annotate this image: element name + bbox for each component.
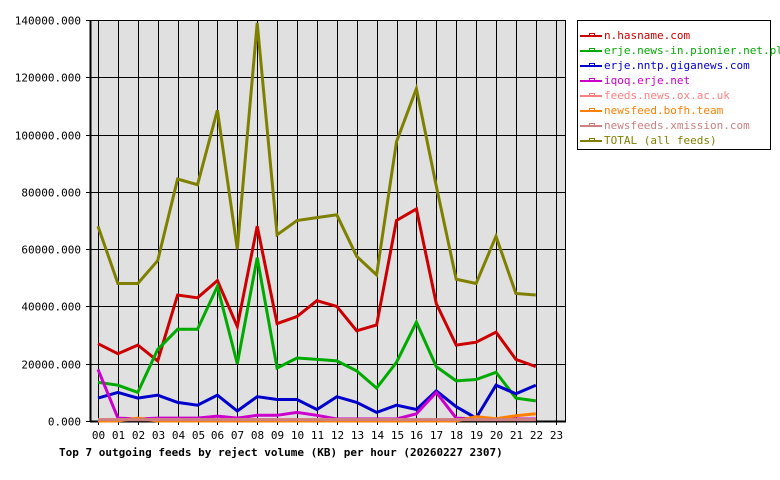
y-tick-label: 100000.000 [15, 130, 81, 143]
x-tick-label: 19 [470, 429, 483, 442]
series-line-erje-nntp-giganews-com [97, 383, 537, 421]
y-tick-label: 60000.000 [21, 244, 81, 257]
legend-item: iqoq.erje.net [580, 73, 690, 88]
x-tick-label: 03 [152, 429, 165, 442]
x-tick-label: 02 [132, 429, 145, 442]
legend-line-icon [580, 121, 602, 131]
series-line-erje-news-in-pionier-net-pl [97, 257, 537, 403]
legend-line-icon [580, 76, 602, 86]
x-tick-label: 17 [430, 429, 443, 442]
y-tick-label: 0.000 [48, 416, 81, 429]
x-axis: 00 01 02 03 04 05 06 07 08 09 10 11 12 13 14 15 16 17 18 19… [92, 429, 563, 442]
x-tick-label: 10 [291, 429, 304, 442]
plot-area [90, 20, 566, 421]
legend-label: erje.nntp.giganews.com [604, 59, 750, 72]
legend-line-icon [580, 91, 602, 101]
x-tick-label: 23 [550, 429, 563, 442]
y-tick-label: 120000.000 [15, 72, 81, 85]
x-tick-label: 16 [410, 429, 423, 442]
legend-line-icon [580, 46, 602, 56]
x-tick-label: 15 [391, 429, 404, 442]
x-tick-label: 06 [211, 429, 224, 442]
legend-label: newsfeed.bofh.team [604, 104, 724, 117]
legend-item: erje.nntp.giganews.com [580, 58, 750, 73]
x-tick-label: 01 [112, 429, 125, 442]
series-line-n-hasname-com [97, 206, 537, 369]
x-tick-label: 09 [271, 429, 284, 442]
legend-label: erje.news-in.pionier.net.pl [604, 44, 780, 57]
y-tick-label: 20000.000 [21, 359, 81, 372]
y-tick-label: 140000.000 [15, 15, 81, 28]
grid-lines [86, 20, 566, 425]
x-tick-label: 00 [92, 429, 105, 442]
y-tick-label: 80000.000 [21, 187, 81, 200]
x-tick-label: 07 [231, 429, 244, 442]
legend-item: n.hasname.com [580, 28, 690, 43]
x-tick-label: 08 [251, 429, 264, 442]
x-tick-label: 12 [331, 429, 344, 442]
x-tick-label: 13 [351, 429, 364, 442]
x-tick-label: 04 [172, 429, 186, 442]
legend-label: TOTAL (all feeds) [604, 134, 717, 147]
legend-item: TOTAL (all feeds) [580, 133, 717, 148]
legend-label: feeds.news.ox.ac.uk [604, 89, 730, 102]
x-tick-label: 22 [530, 429, 543, 442]
x-tick-label: 11 [311, 429, 324, 442]
y-tick-label: 40000.000 [21, 301, 81, 314]
legend-item: feeds.news.ox.ac.uk [580, 88, 730, 103]
legend: n.hasname.com erje.news-in.pionier.net.pl… [577, 20, 780, 150]
x-tick-label: 14 [371, 429, 385, 442]
series-line-total-all-feeds- [96, 22, 536, 297]
legend-label: newsfeeds.xmission.com [604, 119, 750, 132]
chart-title: Top 7 outgoing feeds by reject volume (K… [59, 446, 503, 459]
legend-label: iqoq.erje.net [604, 74, 691, 87]
legend-line-icon [580, 106, 602, 116]
legend-label: n.hasname.com [604, 29, 691, 42]
x-tick-label: 20 [490, 429, 503, 442]
series-lines [96, 22, 537, 423]
x-tick-label: 21 [510, 429, 523, 442]
y-axis: 0.000 20000.000 40000.000 60000.000 80000.00… [15, 15, 81, 429]
x-tick-label: 05 [192, 429, 205, 442]
x-tick-label: 18 [450, 429, 463, 442]
legend-item: newsfeed.bofh.team [580, 103, 723, 118]
legend-item: erje.news-in.pionier.net.pl [580, 43, 780, 58]
legend-item: newsfeeds.xmission.com [580, 118, 750, 133]
legend-line-icon [580, 136, 602, 146]
legend-line-icon [580, 31, 602, 41]
legend-line-icon [580, 61, 602, 71]
